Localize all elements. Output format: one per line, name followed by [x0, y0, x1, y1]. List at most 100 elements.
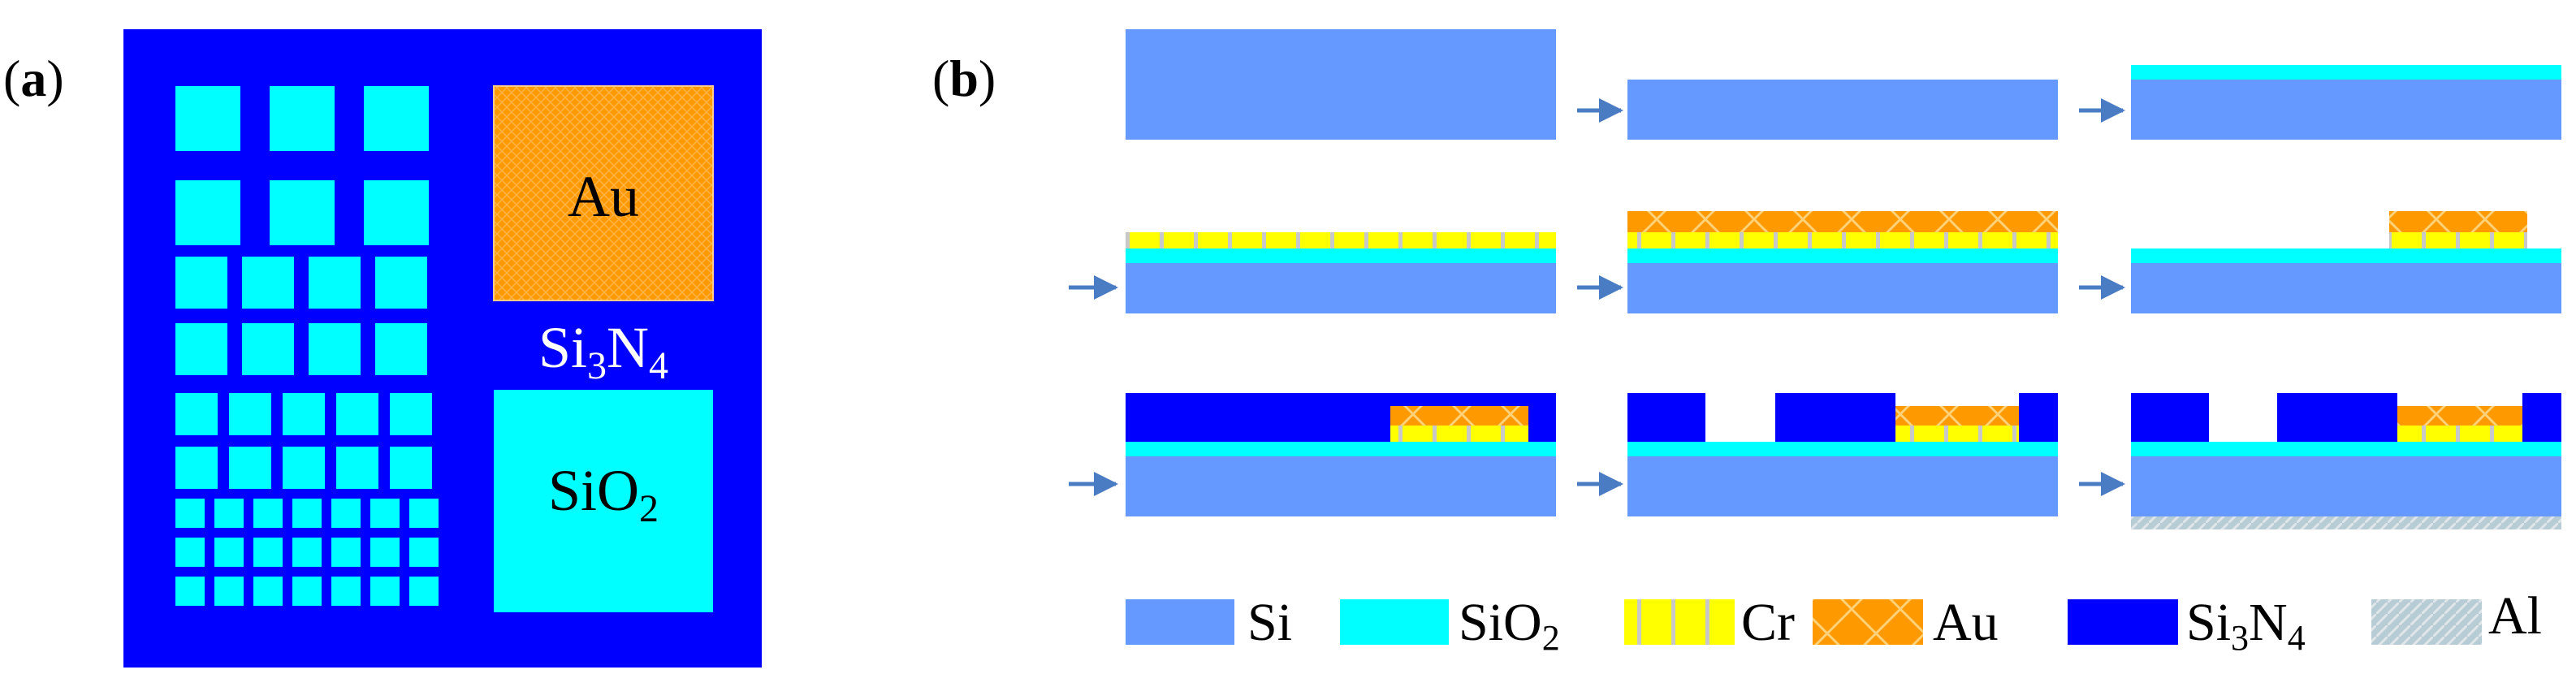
- sio2-square: [331, 499, 361, 528]
- si3n4-block: [2522, 393, 2561, 442]
- legend-item-al: Al: [2371, 586, 2542, 646]
- cr-pad: [2389, 232, 2527, 248]
- si-wafer-thinned: [1627, 80, 2058, 140]
- si-wafer: [1627, 456, 2058, 516]
- au-pad: [493, 85, 714, 301]
- legend-item-au: Au: [1813, 593, 1999, 652]
- si3n4-block: [2131, 393, 2209, 442]
- sio2-square: [242, 257, 294, 309]
- step-1: [1126, 29, 1556, 140]
- si-wafer: [1126, 456, 1556, 516]
- cr-layer: [1627, 232, 2058, 248]
- au-pad: [1895, 406, 2032, 426]
- step-4: [1126, 232, 1556, 313]
- al-layer: [2131, 516, 2561, 529]
- si3n4-block: [1627, 393, 1705, 442]
- sio2-square: [175, 86, 240, 151]
- legend-label-al: Al: [2488, 586, 2542, 646]
- step-2: [1627, 80, 2058, 140]
- sio2-square: [336, 447, 378, 489]
- sio2-layer: [2131, 65, 2561, 80]
- si3n4-label: Si3N4: [538, 315, 668, 387]
- sio2-layer: [2131, 442, 2561, 456]
- legend: Si SiO2 Cr Au Si3N4 Al: [1126, 586, 2542, 658]
- sio2-square: [390, 447, 432, 489]
- au-pad: [1390, 406, 1528, 426]
- sio2-square: [292, 538, 322, 567]
- sio2-square: [336, 393, 378, 435]
- sio2-square: [370, 577, 400, 606]
- sio2-layer: [2131, 248, 2561, 263]
- si3n4-block: [2019, 393, 2058, 442]
- legend-label-si: Si: [1247, 593, 1292, 652]
- sio2-pad: [494, 390, 713, 612]
- sio2-square: [175, 447, 218, 489]
- legend-item-cr: Cr: [1624, 593, 1795, 652]
- legend-label-cr: Cr: [1741, 593, 1795, 652]
- step-6: [2131, 211, 2561, 313]
- sio2-square: [409, 577, 439, 606]
- si-wafer: [1126, 29, 1556, 140]
- sio2-layer: [1627, 442, 2058, 456]
- cr-pad: [1390, 426, 1528, 442]
- cr-layer: [1126, 232, 1556, 248]
- sio2-square: [214, 577, 244, 606]
- sio2-square: [214, 499, 244, 528]
- sio2-square: [253, 499, 283, 528]
- step-9: [2131, 393, 2561, 529]
- si3n4-block: [2277, 393, 2397, 442]
- sio2-square: [409, 499, 439, 528]
- chip-layout: Au Si3N4 SiO2: [123, 29, 762, 668]
- sio2-square: [214, 538, 244, 567]
- cr-pad: [1895, 426, 2032, 442]
- sio2-square: [175, 323, 227, 375]
- sio2-pad-label: SiO2: [548, 458, 659, 530]
- sio2-square: [390, 393, 432, 435]
- step-7: [1126, 393, 1556, 516]
- sio2-square: [229, 393, 271, 435]
- sio2-square: [175, 257, 227, 309]
- au-layer: [1627, 211, 2058, 232]
- si-wafer: [1126, 263, 1556, 313]
- si-wafer: [1627, 263, 2058, 313]
- cr-pad: [2397, 426, 2534, 442]
- au-pad-label: Au: [568, 164, 639, 229]
- al-diagonal-hatch-swatch: [2371, 599, 2482, 645]
- sio2-square: [409, 538, 439, 567]
- cr-hatch-swatch: [1624, 599, 1735, 645]
- si-wafer: [2131, 456, 2561, 516]
- au-crosshatch-swatch: [1813, 599, 1923, 645]
- sio2-square: [364, 180, 429, 245]
- sio2-square: [370, 538, 400, 567]
- sio2-swatch: [1340, 599, 1449, 645]
- sio2-square: [175, 577, 205, 606]
- sio2-square: [175, 393, 218, 435]
- legend-label-sio2: SiO2: [1459, 593, 1560, 658]
- sio2-square-array: [175, 86, 439, 606]
- panel-label-b: (b): [932, 50, 996, 107]
- au-pad: [2397, 406, 2534, 426]
- sio2-square: [253, 577, 283, 606]
- legend-label-au: Au: [1933, 593, 1999, 652]
- sio2-square: [175, 180, 240, 245]
- sio2-square: [331, 577, 361, 606]
- si-wafer: [2131, 80, 2561, 140]
- sio2-layer: [1126, 442, 1556, 456]
- sio2-square: [270, 86, 335, 151]
- sio2-square: [292, 577, 322, 606]
- si-wafer: [2131, 263, 2561, 313]
- step-8: [1627, 393, 2058, 516]
- step-5: [1627, 211, 2058, 313]
- legend-item-si: Si: [1126, 593, 1292, 652]
- sio2-layer: [1126, 248, 1556, 263]
- si3n4-block: [1775, 393, 1895, 442]
- au-pad: [2389, 211, 2527, 232]
- sio2-square: [309, 323, 361, 375]
- legend-label-si3n4: Si3N4: [2186, 593, 2306, 658]
- sio2-square: [253, 538, 283, 567]
- sio2-square: [309, 257, 361, 309]
- sio2-square: [375, 257, 427, 309]
- sio2-square: [283, 393, 325, 435]
- step-3: [2131, 65, 2561, 140]
